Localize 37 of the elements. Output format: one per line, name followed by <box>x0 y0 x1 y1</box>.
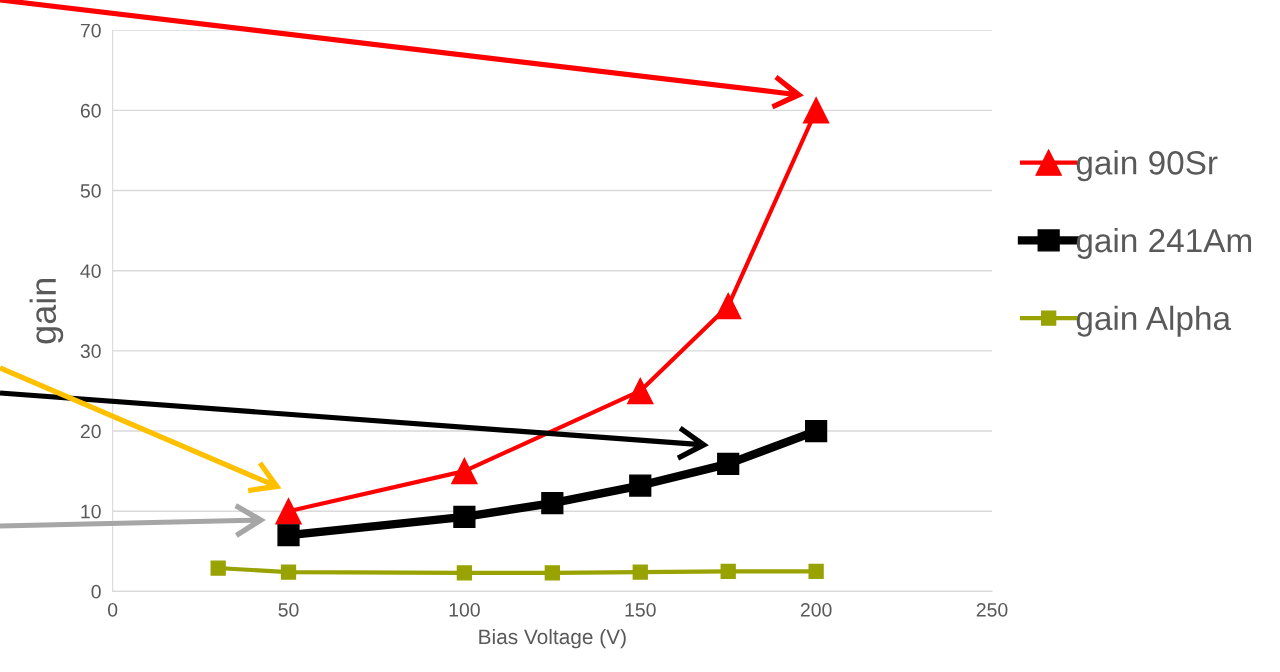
point <box>632 564 648 580</box>
point <box>629 474 652 497</box>
x-tick-label: 50 <box>278 602 299 617</box>
point <box>280 564 297 580</box>
point <box>808 563 824 579</box>
x-tick-label: 150 <box>625 602 656 617</box>
point <box>627 377 654 405</box>
x-tick-label: 0 <box>107 602 118 617</box>
x-tick-label: 100 <box>449 602 480 617</box>
point <box>277 524 300 547</box>
point <box>717 452 740 476</box>
y-tick-label: 50 <box>80 184 101 198</box>
point <box>210 560 226 576</box>
y-tick-label: 20 <box>80 424 101 439</box>
point <box>451 457 478 485</box>
x-tick-label: 200 <box>800 602 832 617</box>
y-tick-label: 70 <box>80 23 101 38</box>
point <box>456 565 473 581</box>
legend-label: gain Alpha <box>1076 305 1232 337</box>
point <box>275 498 302 525</box>
point <box>805 419 828 443</box>
point <box>453 505 476 528</box>
point <box>720 563 736 579</box>
y-tick-label: 0 <box>91 584 101 599</box>
point <box>541 492 564 515</box>
point <box>714 292 742 320</box>
point <box>802 97 830 124</box>
x-tick-label: 250 <box>976 602 1008 617</box>
legend-label: gain 241Am <box>1076 227 1252 259</box>
y-axis-title: gain <box>29 279 64 344</box>
y-tick-label: 10 <box>81 504 101 519</box>
y-tick-label: 60 <box>80 103 101 118</box>
y-tick-label: 40 <box>80 264 101 278</box>
x-axis-title: Bias Voltage (V) <box>479 628 626 649</box>
legend-label: gain 90Sr <box>1076 150 1218 182</box>
y-tick-label: 30 <box>80 344 101 359</box>
point <box>544 565 560 581</box>
